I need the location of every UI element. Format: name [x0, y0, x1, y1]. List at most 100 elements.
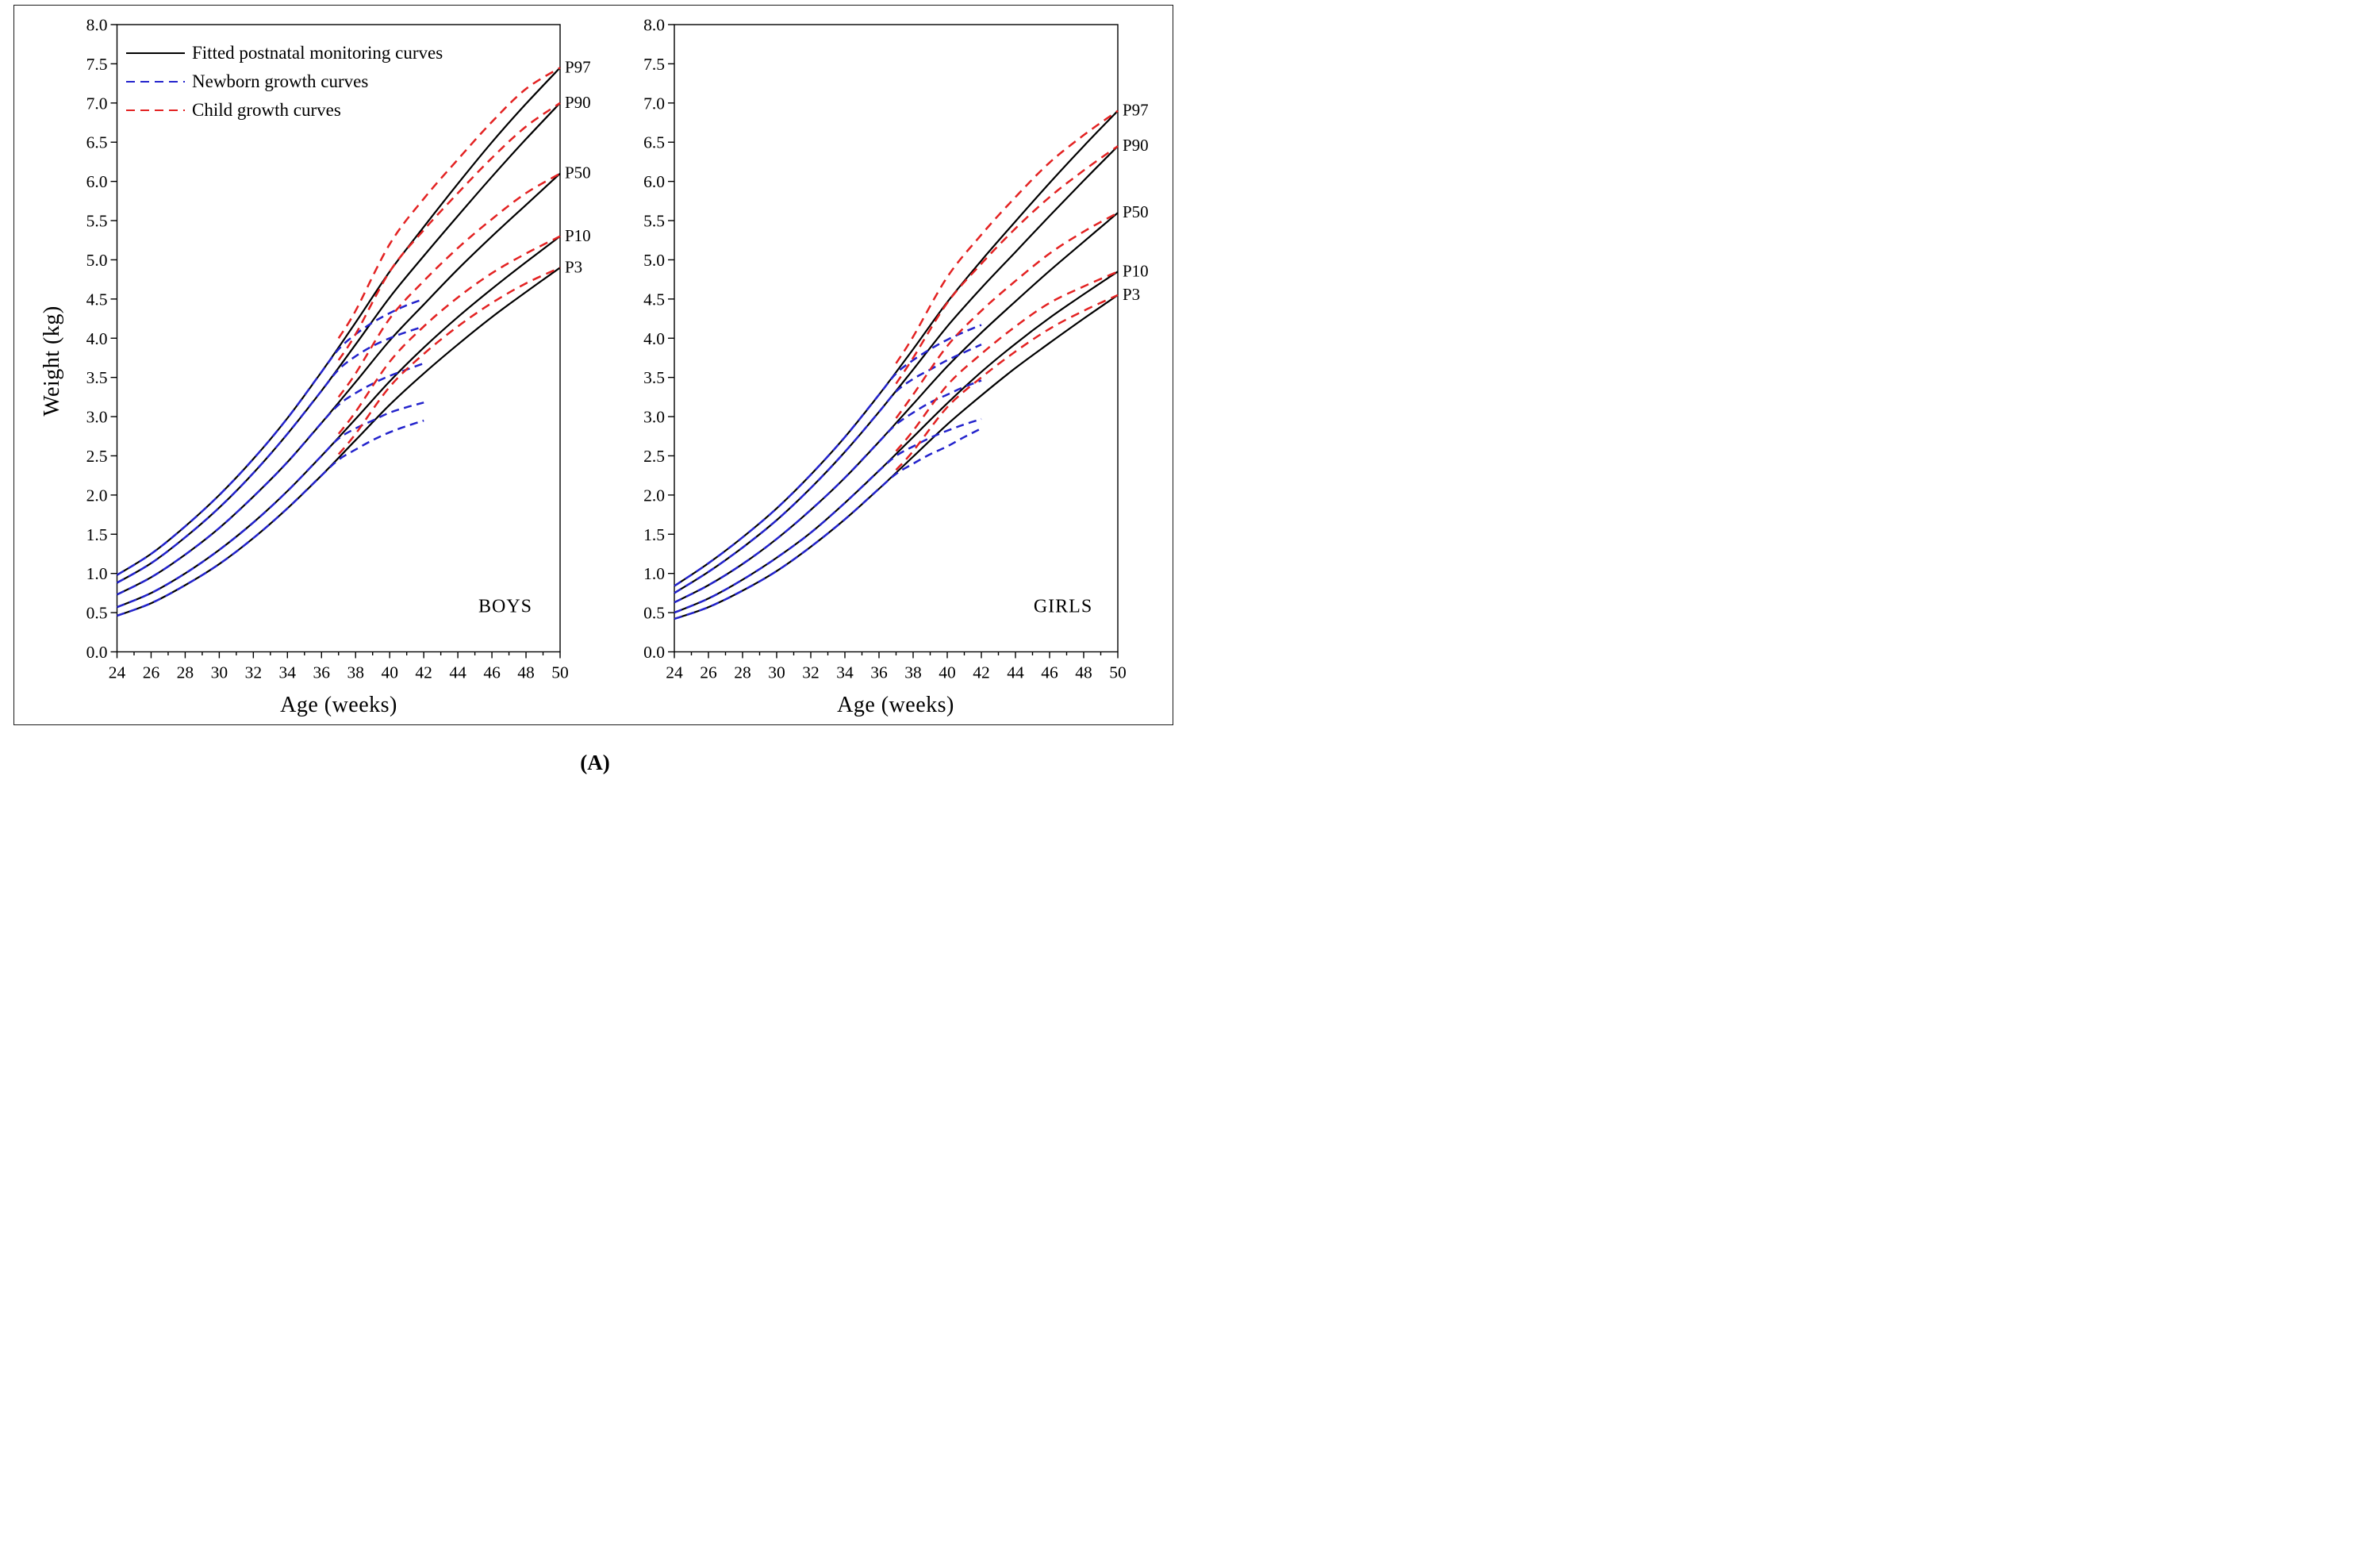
y-tick-label: 7.5	[86, 55, 108, 74]
newborn-curve-p10	[117, 401, 424, 609]
y-tick-label: 3.0	[643, 408, 665, 427]
y-tick-label: 2.5	[86, 447, 108, 466]
percentile-label-p3: P3	[565, 257, 582, 276]
y-tick-label: 6.5	[86, 133, 108, 152]
child-curve-p97	[337, 67, 561, 339]
x-tick-label: 46	[483, 663, 501, 682]
x-tick-label: 44	[1007, 663, 1024, 682]
plot-box	[674, 24, 1119, 653]
fitted-curve-p3	[674, 294, 1119, 620]
legend-label-newborn: Newborn growth curves	[192, 71, 369, 91]
growth-chart-svg: 24 26 28 30 32 34 36 38 40 42 44 46 48 50 0.0 0.5 1.0 1.5…	[86, 16, 1149, 682]
y-tick-label: 6.0	[86, 172, 108, 191]
y-tick-label: 4.5	[643, 290, 665, 309]
x-tick-label: 26	[143, 663, 160, 682]
fitted-curve-p10	[117, 235, 561, 609]
x-tick-label: 32	[245, 663, 263, 682]
y-tick-label: 1.0	[86, 564, 108, 583]
y-tick-label: 7.5	[643, 55, 665, 74]
y-tick-label: 5.0	[86, 251, 108, 270]
x-tick-label: 26	[700, 663, 717, 682]
fitted-curve-p97	[116, 67, 561, 576]
x-tick-label: 32	[802, 663, 820, 682]
y-tick-label: 5.5	[86, 212, 108, 231]
x-tick-label: 34	[836, 663, 854, 682]
fitted-curve-p3	[117, 267, 561, 617]
fitted-curve-p90	[674, 145, 1119, 594]
y-tick-label: 0.5	[643, 604, 665, 623]
percentile-label-p10: P10	[1123, 261, 1149, 280]
panel-title-girls: GIRLS	[1033, 596, 1093, 617]
newborn-curve-p50	[116, 362, 424, 596]
percentile-label-p97: P97	[565, 57, 591, 76]
newborn-curve-p97	[674, 324, 982, 587]
y-tick-label: 2.0	[643, 486, 665, 505]
y-tick-label: 8.0	[643, 16, 665, 35]
percentile-label-p90: P90	[1123, 136, 1149, 155]
solid-line-swatch	[126, 52, 185, 55]
x-tick-label: 24	[109, 663, 126, 682]
y-tick-label: 3.0	[86, 408, 108, 427]
percentile-label-p90: P90	[565, 93, 591, 112]
legend-row-fitted: Fitted postnatal monitoring curves	[126, 39, 443, 67]
x-tick-label: 50	[551, 663, 569, 682]
legend-label-fitted: Fitted postnatal monitoring curves	[192, 43, 443, 63]
red-dashed-line-swatch	[126, 109, 185, 112]
percentile-label-p50: P50	[565, 163, 591, 182]
y-tick-label: 5.5	[643, 212, 665, 231]
percentile-label-p50: P50	[1123, 202, 1149, 221]
x-tick-label: 34	[279, 663, 297, 682]
x-tick-label: 28	[734, 663, 751, 682]
x-tick-label: 48	[1075, 663, 1092, 682]
y-axis-title: Weight (kg)	[40, 305, 64, 417]
newborn-curve-p97	[116, 298, 424, 576]
fitted-curve-p50	[116, 172, 561, 596]
y-tick-label: 1.5	[643, 525, 665, 544]
legend: Fitted postnatal monitoring curves Newbo…	[126, 39, 443, 125]
y-tick-label: 2.0	[86, 486, 108, 505]
child-curve-p10	[895, 271, 1119, 452]
y-tick-label: 4.0	[643, 329, 665, 348]
x-tick-label: 38	[904, 663, 922, 682]
fitted-curve-p50	[674, 212, 1119, 604]
y-tick-label: 8.0	[86, 16, 108, 35]
fitted-curve-p90	[116, 102, 561, 584]
x-tick-label: 36	[870, 663, 888, 682]
figure-caption: (A)	[580, 751, 610, 774]
x-tick-label: 36	[313, 663, 331, 682]
fitted-curve-p97	[674, 109, 1119, 587]
child-curve-p50	[895, 212, 1119, 419]
x-tick-label: 42	[973, 663, 990, 682]
x-tick-label: 28	[177, 663, 194, 682]
x-tick-label: 48	[517, 663, 535, 682]
x-tick-label: 38	[347, 663, 364, 682]
y-tick-label: 1.0	[643, 564, 665, 583]
growth-chart-figure: 24 26 28 30 32 34 36 38 40 42 44 46 48 50 0.0 0.5 1.0 1.5…	[0, 0, 1190, 778]
newborn-curve-p50	[674, 379, 982, 604]
y-tick-label: 0.0	[86, 643, 108, 662]
legend-row-child: Child growth curves	[126, 96, 443, 125]
fitted-curve-p10	[674, 271, 1119, 614]
x-axis-title-left: Age (weeks)	[280, 693, 397, 717]
newborn-curve-p10	[674, 417, 982, 614]
child-curve-p90	[895, 145, 1119, 385]
x-tick-label: 40	[939, 663, 956, 682]
y-tick-label: 7.0	[643, 94, 665, 113]
newborn-curve-p90	[674, 344, 982, 594]
figure-border	[13, 5, 1173, 725]
x-axis-title-right: Age (weeks)	[837, 693, 954, 717]
x-tick-label: 42	[415, 663, 432, 682]
blue-dashed-line-swatch	[126, 80, 185, 83]
percentile-label-p10: P10	[565, 226, 591, 245]
child-curve-p10	[337, 235, 561, 435]
x-tick-label: 50	[1109, 663, 1127, 682]
y-tick-label: 1.5	[86, 525, 108, 544]
x-tick-label: 24	[666, 663, 683, 682]
y-tick-label: 0.0	[643, 643, 665, 662]
newborn-curve-p3	[117, 419, 424, 617]
y-tick-label: 6.5	[643, 133, 665, 152]
y-tick-label: 3.5	[643, 368, 665, 387]
panel-title-boys: BOYS	[478, 596, 533, 617]
y-tick-label: 6.0	[643, 172, 665, 191]
legend-row-newborn: Newborn growth curves	[126, 67, 443, 96]
